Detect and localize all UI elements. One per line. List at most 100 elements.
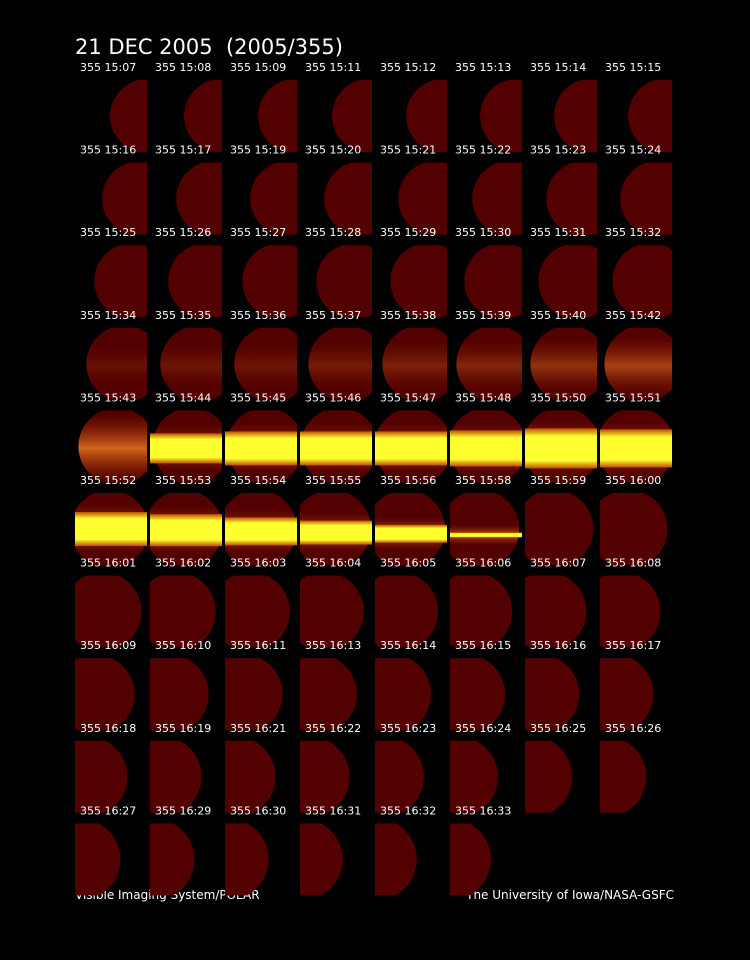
earth-disk xyxy=(546,162,597,235)
frame-image xyxy=(600,658,654,731)
frame-label: 355 15:35 xyxy=(155,309,211,322)
frame-label: 355 15:55 xyxy=(305,474,361,487)
footer-right: The University of Iowa/NASA-GSFC xyxy=(465,888,674,902)
aurora-glow xyxy=(456,339,522,392)
earth-disk xyxy=(375,740,424,813)
frame-image xyxy=(150,410,222,483)
frame-label: 355 15:31 xyxy=(530,226,586,239)
aurora-band xyxy=(450,524,522,546)
earth-disk xyxy=(525,740,573,813)
frame-image xyxy=(225,493,297,565)
frame-image xyxy=(168,245,222,318)
frame-image xyxy=(450,575,513,648)
frame-label: 355 15:16 xyxy=(80,144,136,157)
aurora-band xyxy=(375,516,447,551)
frame-image xyxy=(480,80,522,152)
frame-image xyxy=(234,327,297,400)
frame-label: 355 16:26 xyxy=(605,722,661,735)
frame-image xyxy=(75,823,121,896)
frame-image xyxy=(160,327,222,400)
frame-label: 355 15:44 xyxy=(155,391,211,404)
earth-disk xyxy=(316,245,372,318)
frame-image xyxy=(628,80,672,152)
frame-label: 355 15:20 xyxy=(305,144,361,157)
frame-image xyxy=(86,327,147,400)
frame-label: 355 16:16 xyxy=(530,639,586,652)
frame-label: 355 16:03 xyxy=(230,557,286,570)
frame-image xyxy=(150,493,222,565)
frame-label: 355 15:54 xyxy=(230,474,286,487)
frame-label: 355 16:29 xyxy=(155,804,211,817)
frame-label: 355 16:27 xyxy=(80,804,136,817)
frame-label: 355 15:12 xyxy=(380,61,436,74)
frame-image xyxy=(300,410,372,483)
frame-image xyxy=(600,740,647,813)
frame-label: 355 15:15 xyxy=(605,61,661,74)
frame-label: 355 15:51 xyxy=(605,391,661,404)
earth-disk xyxy=(150,575,216,648)
frame-image xyxy=(464,245,522,318)
frame-label: 355 15:23 xyxy=(530,144,586,157)
frame-image xyxy=(398,162,447,235)
frame-label: 355 16:30 xyxy=(230,804,286,817)
frame-image xyxy=(94,245,147,318)
frame-label: 355 15:46 xyxy=(305,391,361,404)
earth-disk xyxy=(464,245,522,318)
frame-image xyxy=(225,575,290,648)
frame-image xyxy=(530,327,597,400)
frame-label: 355 16:07 xyxy=(530,557,586,570)
frame-image xyxy=(258,80,297,152)
aurora-band xyxy=(525,420,597,477)
frame-label: 355 15:45 xyxy=(230,391,286,404)
aurora-glow xyxy=(308,341,372,390)
aurora-band xyxy=(600,421,672,476)
frame-image xyxy=(150,575,216,648)
earth-disk xyxy=(390,245,447,318)
frame-label: 355 16:11 xyxy=(230,639,286,652)
frame-image xyxy=(184,80,222,152)
frame-image xyxy=(604,327,672,400)
frame-image xyxy=(382,327,447,400)
frame-image xyxy=(308,327,372,400)
frame-label: 355 15:42 xyxy=(605,309,661,322)
aurora-glow xyxy=(530,337,597,394)
earth-disk xyxy=(375,823,417,896)
earth-disk xyxy=(225,823,269,896)
earth-disk xyxy=(450,823,491,896)
frame-image xyxy=(525,410,597,483)
frame-image xyxy=(375,823,417,896)
frame-label: 355 16:10 xyxy=(155,639,211,652)
frame-label: 355 16:13 xyxy=(305,639,361,652)
aurora-band xyxy=(150,506,222,555)
frame-label: 355 15:21 xyxy=(380,144,436,157)
frame-image xyxy=(78,410,147,483)
earth-disk xyxy=(375,575,439,648)
earth-disk xyxy=(525,575,587,648)
frame-label: 355 15:48 xyxy=(455,391,511,404)
earth-disk xyxy=(480,80,522,152)
frame-label: 355 15:27 xyxy=(230,226,286,239)
earth-disk xyxy=(450,658,506,731)
frame-label: 355 16:04 xyxy=(305,557,361,570)
aurora-glow xyxy=(604,335,672,396)
frame-image xyxy=(300,823,343,896)
frame-label: 355 16:08 xyxy=(605,557,661,570)
aurora-band xyxy=(150,425,222,472)
frame-label: 355 15:09 xyxy=(230,61,286,74)
frame-image xyxy=(332,80,372,152)
aurora-band xyxy=(75,504,147,554)
frame-image xyxy=(375,658,431,731)
frame-label: 355 16:02 xyxy=(155,557,211,570)
earth-disk xyxy=(225,740,276,813)
earth-disk xyxy=(612,245,672,318)
frame-label: 355 16:22 xyxy=(305,722,361,735)
earth-disk xyxy=(600,493,668,565)
earth-disk xyxy=(324,162,372,235)
frame-image xyxy=(75,493,147,565)
earth-disk xyxy=(554,80,597,152)
frame-image xyxy=(472,162,522,235)
frame-label: 355 16:09 xyxy=(80,639,136,652)
frame-label: 355 16:33 xyxy=(455,804,511,817)
frame-image xyxy=(525,658,580,731)
frame-label: 355 16:32 xyxy=(380,804,436,817)
